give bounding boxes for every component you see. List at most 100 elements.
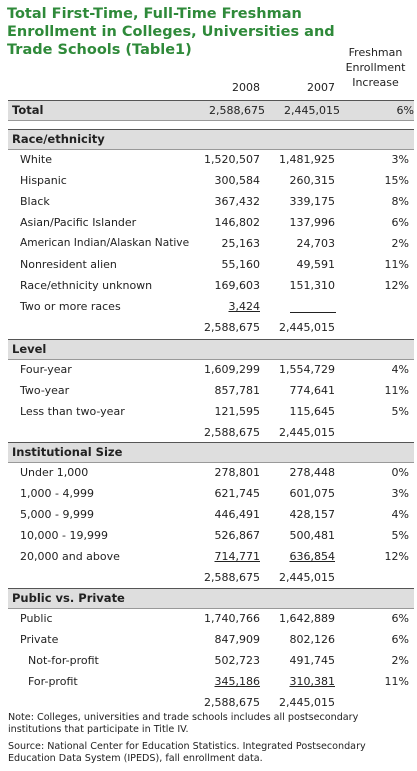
table-title: Total First-Time, Full-Time Freshman Enr… <box>7 6 335 58</box>
value-2007: 260,315 <box>289 174 336 187</box>
value-2007: 339,175 <box>289 195 336 208</box>
row-label: Less than two-year <box>20 405 125 418</box>
source-note: Source: National Center for Education St… <box>8 741 366 764</box>
value-2007: 24,703 <box>296 237 336 250</box>
row-label: 10,000 - 19,999 <box>20 529 108 542</box>
row-label: Race/ethnicity unknown <box>20 279 153 292</box>
value-2007: 428,157 <box>289 508 336 521</box>
section-heading-control: Public vs. Private <box>12 591 125 605</box>
total-2007: 2,445,015 <box>284 104 340 117</box>
column-header-2007: 2007 <box>307 81 335 94</box>
row-label: Hispanic <box>20 174 67 187</box>
value-increase: 3% <box>391 153 409 166</box>
value-2008: 25,163 <box>221 237 261 250</box>
value-2007: 115,645 <box>289 405 336 418</box>
value-increase: 6% <box>391 633 409 646</box>
value-2008: 278,801 <box>214 466 261 479</box>
row-label: American Indian/Alaskan Native <box>20 237 190 249</box>
row-label: Asian/Pacific Islander <box>20 216 137 229</box>
empty-cell-underline <box>290 312 336 313</box>
value-2007: 601,075 <box>289 487 336 500</box>
table-row: Four-year 1,609,299 1,554,729 4% <box>0 360 417 381</box>
increase-header-line-3: Increase <box>352 76 399 89</box>
value-2007: 491,745 <box>289 654 336 667</box>
value-2008: 1,740,766 <box>204 612 260 625</box>
value-2007: 278,448 <box>289 466 336 479</box>
table-row: Black 367,432 339,175 8% <box>0 192 417 213</box>
value-2008: 55,160 <box>221 258 261 271</box>
value-increase: 12% <box>384 550 409 563</box>
subtotal-row: 2,588,675 2,445,015 <box>0 318 417 339</box>
subtotal-2007: 2,445,015 <box>279 571 335 584</box>
subtotal-2008: 2,588,675 <box>204 696 260 709</box>
subtotal-2007: 2,445,015 <box>279 696 335 709</box>
value-2008: 1,520,507 <box>204 153 260 166</box>
row-label: Private <box>20 633 59 646</box>
value-increase: 2% <box>391 237 409 250</box>
value-2008: 714,771 <box>214 550 261 563</box>
table-row: Two or more races 3,424 <box>0 297 417 318</box>
table-row: Hispanic 300,584 260,315 15% <box>0 171 417 192</box>
subtotal-2007: 2,445,015 <box>279 426 335 439</box>
section-header-control: Public vs. Private <box>8 588 414 609</box>
row-label: For-profit <box>28 675 78 688</box>
section-heading-race: Race/ethnicity <box>12 132 105 146</box>
table-row: Two-year 857,781 774,641 11% <box>0 381 417 402</box>
total-row: Total 2,588,675 2,445,015 6% <box>8 100 414 121</box>
value-increase: 5% <box>391 529 409 542</box>
subtotal-row: 2,588,675 2,445,015 <box>0 693 417 714</box>
section-header-level: Level <box>8 339 414 360</box>
subtotal-2008: 2,588,675 <box>204 321 260 334</box>
value-increase: 2% <box>391 654 409 667</box>
value-2008: 847,909 <box>214 633 261 646</box>
value-increase: 11% <box>384 384 409 397</box>
increase-header-line-2: Enrollment <box>345 61 406 74</box>
value-increase: 4% <box>391 363 409 376</box>
table-row: 5,000 - 9,999 446,491 428,157 4% <box>0 505 417 526</box>
value-increase: 8% <box>391 195 409 208</box>
row-label: Public <box>20 612 53 625</box>
value-increase: 4% <box>391 508 409 521</box>
value-2008: 1,609,299 <box>204 363 260 376</box>
table-row: Not-for-profit 502,723 491,745 2% <box>0 651 417 672</box>
table-row: Race/ethnicity unknown 169,603 151,310 12% <box>0 276 417 297</box>
value-2008: 446,491 <box>214 508 261 521</box>
value-2008: 345,186 <box>214 675 261 688</box>
value-2008: 621,745 <box>214 487 261 500</box>
increase-column-header: Freshman Enrollment Increase <box>338 45 413 90</box>
value-2008: 526,867 <box>214 529 261 542</box>
value-2008: 121,595 <box>214 405 261 418</box>
subtotal-2007: 2,445,015 <box>279 321 335 334</box>
row-label: Nonresident alien <box>20 258 117 271</box>
value-2007: 310,381 <box>289 675 336 688</box>
total-label: Total <box>12 103 44 117</box>
subtotal-row: 2,588,675 2,445,015 <box>0 568 417 589</box>
value-increase: 0% <box>391 466 409 479</box>
value-2007: 802,126 <box>289 633 336 646</box>
section-heading-size: Institutional Size <box>12 445 123 459</box>
table-row: For-profit 345,186 310,381 11% <box>0 672 417 693</box>
value-2008: 300,584 <box>214 174 261 187</box>
section-header-size: Institutional Size <box>8 442 414 463</box>
subtotal-row: 2,588,675 2,445,015 <box>0 423 417 444</box>
section-heading-level: Level <box>12 342 47 356</box>
row-label: Four-year <box>20 363 72 376</box>
column-header-2008: 2008 <box>232 81 260 94</box>
row-label: Black <box>20 195 50 208</box>
table-row: Under 1,000 278,801 278,448 0% <box>0 463 417 484</box>
value-increase: 15% <box>384 174 409 187</box>
value-increase: 6% <box>391 612 409 625</box>
row-label: Not-for-profit <box>28 654 99 667</box>
row-label: White <box>20 153 52 166</box>
footnote: Note: Colleges, universities and trade s… <box>8 712 359 735</box>
table-row: Asian/Pacific Islander 146,802 137,996 6% <box>0 213 417 234</box>
value-2007: 500,481 <box>289 529 336 542</box>
table-row: 10,000 - 19,999 526,867 500,481 5% <box>0 526 417 547</box>
value-2008: 367,432 <box>214 195 261 208</box>
value-2007: 137,996 <box>289 216 336 229</box>
table-row: Nonresident alien 55,160 49,591 11% <box>0 255 417 276</box>
value-increase: 12% <box>384 279 409 292</box>
value-increase: 5% <box>391 405 409 418</box>
table-row: 1,000 - 4,999 621,745 601,075 3% <box>0 484 417 505</box>
